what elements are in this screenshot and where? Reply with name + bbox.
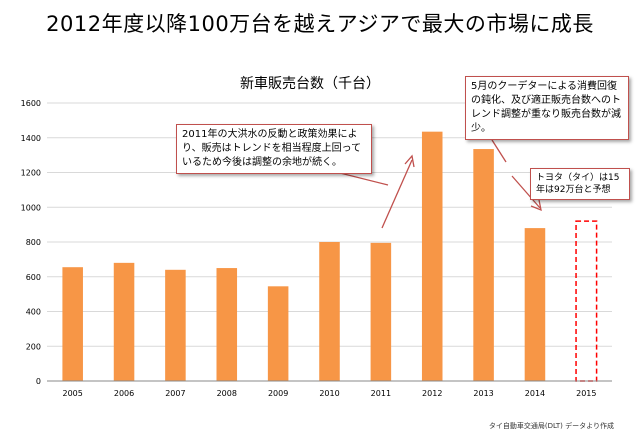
x-tick-label: 2006 [114,389,134,398]
x-tick-label: 2015 [576,389,596,398]
y-tick-label: 1400 [21,134,41,143]
bar-2013 [473,149,494,381]
y-tick-label: 1200 [21,169,41,178]
callout-coup: 5月のクーデターによる消費回復の鈍化、及び適正販売台数へのトレンド調整が重なり販… [465,76,629,140]
bar-2007 [165,269,186,381]
x-tick-label: 2013 [473,389,493,398]
x-tick-label: 2005 [63,389,83,398]
bar-2011 [370,242,392,381]
y-tick-label: 200 [26,342,41,351]
y-tick-label: 1600 [21,99,41,108]
x-axis-tick-labels: 2005 2006 2007 2008 2009 2010 2011 2012 2013 2014… [63,389,597,398]
arrow-coup [491,139,507,163]
y-tick-label: 600 [26,273,41,282]
x-tick-label: 2011 [371,389,391,398]
arrowhead-coup-down [530,199,542,212]
y-tick-label: 400 [26,308,41,317]
main-title: 2012年度以降100万台を越えアジアで最大の市場に成長 [46,12,594,36]
y-tick-label: 1000 [21,203,41,212]
y-tick-label: 0 [36,377,41,386]
x-tick-label: 2014 [525,389,545,398]
x-tick-label: 2007 [165,389,185,398]
bar-2010 [319,242,340,381]
bar-2014 [524,228,546,381]
bar-2006 [113,262,135,381]
x-tick-label: 2009 [268,389,288,398]
x-tick-label: 2012 [422,389,442,398]
bar-forecast-2015 [575,220,598,382]
bar-2005 [62,267,83,381]
arrowhead-flood-up [404,154,415,168]
x-tick-label: 2010 [319,389,339,398]
bar-2008 [216,268,238,381]
x-tick-label: 2008 [217,389,237,398]
arrow-coup-down [511,175,541,209]
y-tick-label: 800 [26,238,41,247]
arrow-flood-up [381,159,413,229]
callout-flood: 2011年の大洪水の反動と政策効果により、販売はトレンドを相当程度上回っているた… [176,124,372,174]
chart-title: 新車販売台数（千台） [240,75,380,92]
bar-2012 [421,131,443,381]
bar-2009 [267,286,289,381]
y-axis-tick-labels: 0 200 400 600 800 1000 1200 1400 1600 [21,99,41,386]
callout-toyota: トヨタ（タイ）は15年は92万台と予想 [530,168,630,200]
bars [62,131,598,382]
source-note: タイ自動車交通局(DLT) データより作成 [488,422,614,430]
